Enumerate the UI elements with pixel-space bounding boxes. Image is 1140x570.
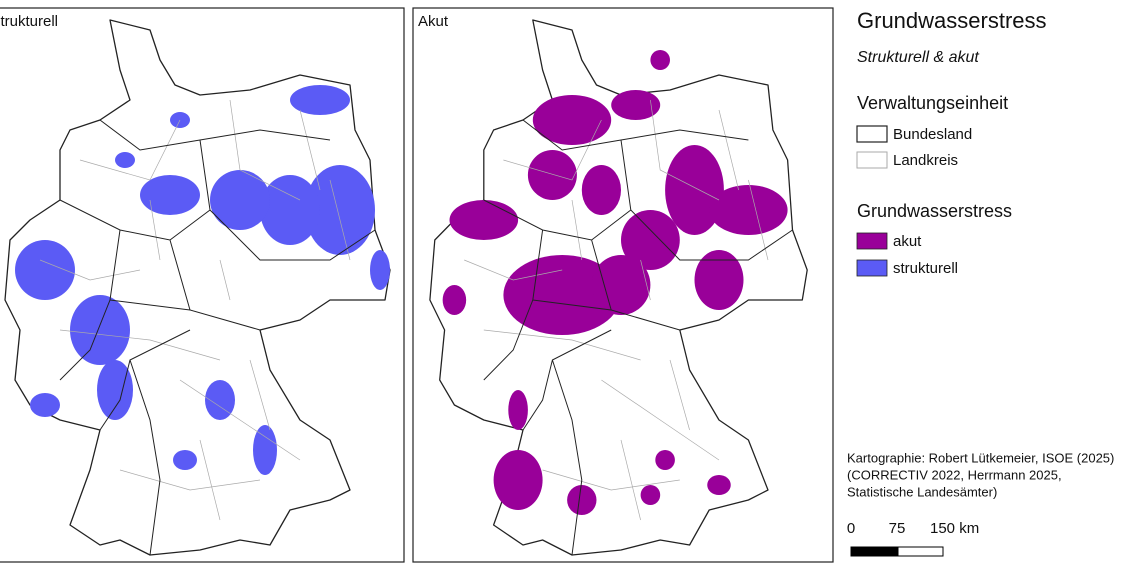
legend-item: akut xyxy=(893,233,922,250)
legend-swatch xyxy=(856,232,888,250)
map-label: Akut xyxy=(418,13,449,30)
scale-label: 0 xyxy=(847,520,855,537)
scale-label: 75 xyxy=(889,520,906,537)
credit-line: Statistische Landesämter) xyxy=(847,484,997,499)
credit: Kartographie: Robert Lütkemeier, ISOE (2… xyxy=(847,450,1114,499)
legend-swatch xyxy=(856,259,888,277)
credit-line: (CORRECTIV 2022, Herrmann 2025, xyxy=(847,467,1062,482)
map-label: strukturell xyxy=(0,13,58,30)
legend-title: Grundwasserstress xyxy=(857,8,1047,33)
legend-item: Landkreis xyxy=(893,152,958,169)
legend-subtitle: Strukturell & akut xyxy=(857,49,979,66)
scale-label: 150 km xyxy=(930,520,979,537)
map-left: strukturell xyxy=(0,7,405,563)
legend-item: strukturell xyxy=(893,260,958,277)
scale-segment xyxy=(897,546,944,557)
legend: Grundwasserstress Strukturell & akut Ver… xyxy=(856,8,1047,277)
legend-swatch xyxy=(856,151,888,169)
map-right: Akut xyxy=(412,7,834,563)
scale-segment xyxy=(850,546,899,557)
legend-swatch xyxy=(856,125,888,143)
scale-bar: 0 75 150 km xyxy=(847,520,979,557)
legend-item: Bundesland xyxy=(893,126,972,143)
legend-section-title: Verwaltungseinheit xyxy=(857,93,1008,113)
credit-line: Kartographie: Robert Lütkemeier, ISOE (2… xyxy=(847,450,1114,465)
legend-section-title: Grundwasserstress xyxy=(857,201,1012,221)
